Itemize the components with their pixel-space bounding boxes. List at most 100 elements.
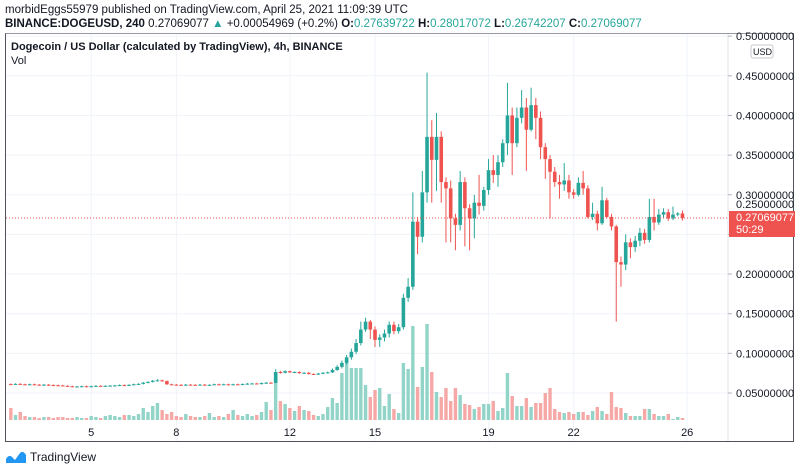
candle-body xyxy=(623,242,628,265)
volume-bar xyxy=(117,417,122,420)
footer-brand[interactable]: TradingView xyxy=(30,450,97,464)
volume-bar xyxy=(9,408,13,420)
volume-bar xyxy=(524,398,529,420)
volume-bar xyxy=(193,417,197,420)
candle-body xyxy=(359,329,363,344)
candle-body xyxy=(491,170,496,175)
volume-bar xyxy=(548,388,552,420)
candle-body xyxy=(212,384,216,386)
candle-body xyxy=(429,136,434,160)
candle-body xyxy=(675,213,680,215)
candle-body xyxy=(306,372,311,374)
volume-bar xyxy=(486,404,491,420)
publisher-name[interactable]: morbidEggs55979 xyxy=(5,4,99,16)
price-tick-label: 0.25000000 xyxy=(736,199,794,211)
candle-body xyxy=(155,380,160,382)
volume-bar xyxy=(519,406,524,420)
candle-body xyxy=(75,386,79,388)
volume-bar xyxy=(458,395,462,420)
triangle-up-icon: ▲ xyxy=(212,18,224,30)
volume-bar xyxy=(28,417,32,420)
candle-body xyxy=(529,105,533,130)
candle-body xyxy=(131,384,136,386)
volume-bar xyxy=(146,412,150,420)
volume-bar xyxy=(434,392,439,420)
volume-bar xyxy=(217,416,221,420)
candle-body xyxy=(273,371,278,383)
volume-bar xyxy=(51,418,56,420)
volume-bar xyxy=(136,414,141,420)
candle-body xyxy=(136,383,141,385)
candle-body xyxy=(217,384,221,386)
volume-bar xyxy=(160,410,164,420)
time-tick-label: 15 xyxy=(369,427,381,439)
time-tick-label: 8 xyxy=(173,427,179,439)
volume-bar xyxy=(657,416,661,420)
volume-bar xyxy=(297,406,302,420)
candle-body xyxy=(463,182,467,209)
volume-bar xyxy=(529,407,533,420)
volume-bar xyxy=(619,408,623,420)
volume-bar xyxy=(515,406,519,420)
close-value: 0.27069077 xyxy=(581,18,642,30)
candle-body xyxy=(23,384,27,386)
volume-bar xyxy=(330,398,335,420)
candle-body xyxy=(169,384,174,386)
candle-body xyxy=(51,385,56,387)
candle-body xyxy=(108,385,112,387)
candle-body xyxy=(160,380,164,382)
candle-body xyxy=(325,372,330,374)
candle-body xyxy=(330,370,335,373)
candle-body xyxy=(13,383,18,385)
candle-body xyxy=(567,180,571,193)
volume-bar xyxy=(94,417,98,420)
candle-body xyxy=(188,384,193,386)
published-text: published on TradingView.com, April 25, … xyxy=(101,4,408,16)
volume-bar xyxy=(113,416,117,420)
candle-body xyxy=(543,147,548,160)
candle-body xyxy=(619,262,623,265)
volume-bar xyxy=(321,414,325,420)
candle-body xyxy=(482,189,486,206)
candle-body xyxy=(70,386,75,388)
volume-bar xyxy=(671,419,675,420)
volume-bar xyxy=(198,417,202,420)
candle-body xyxy=(652,216,656,223)
candle-body xyxy=(496,162,500,175)
candle-body xyxy=(524,107,529,130)
candle-body xyxy=(534,105,538,118)
candle-body xyxy=(628,242,633,248)
volume-bar xyxy=(633,416,637,420)
candle-body xyxy=(288,371,292,373)
candle-body xyxy=(363,321,368,330)
candle-body xyxy=(671,214,675,219)
volume-bar xyxy=(269,410,273,420)
candle-body xyxy=(647,216,652,240)
candle-body xyxy=(661,212,666,215)
current-price-label: 0.27069077 xyxy=(736,212,794,224)
volume-bar xyxy=(255,415,259,420)
candle-body xyxy=(221,384,226,386)
candle-body xyxy=(354,343,358,352)
volume-bar xyxy=(344,360,349,420)
candle-body xyxy=(311,373,316,375)
candle-body xyxy=(165,381,169,385)
candle-body xyxy=(638,232,642,241)
volume-bar xyxy=(595,407,600,420)
volume-bar xyxy=(250,416,254,420)
candle-body xyxy=(127,384,131,386)
chart-legend: Dogecoin / US Dollar (calculated by Trad… xyxy=(11,40,343,68)
tradingview-logo-icon xyxy=(6,451,26,463)
volume-bar xyxy=(174,416,179,420)
candle-body xyxy=(472,202,477,219)
volume-bar xyxy=(245,414,249,420)
time-tick-label: 22 xyxy=(568,427,580,439)
candle-body xyxy=(633,240,637,248)
candle-body xyxy=(193,384,198,386)
volume-bar xyxy=(543,393,547,420)
candle-body xyxy=(254,383,259,385)
volume-bar xyxy=(340,373,344,420)
volume-bar xyxy=(496,411,500,420)
volume-bar xyxy=(61,417,65,420)
